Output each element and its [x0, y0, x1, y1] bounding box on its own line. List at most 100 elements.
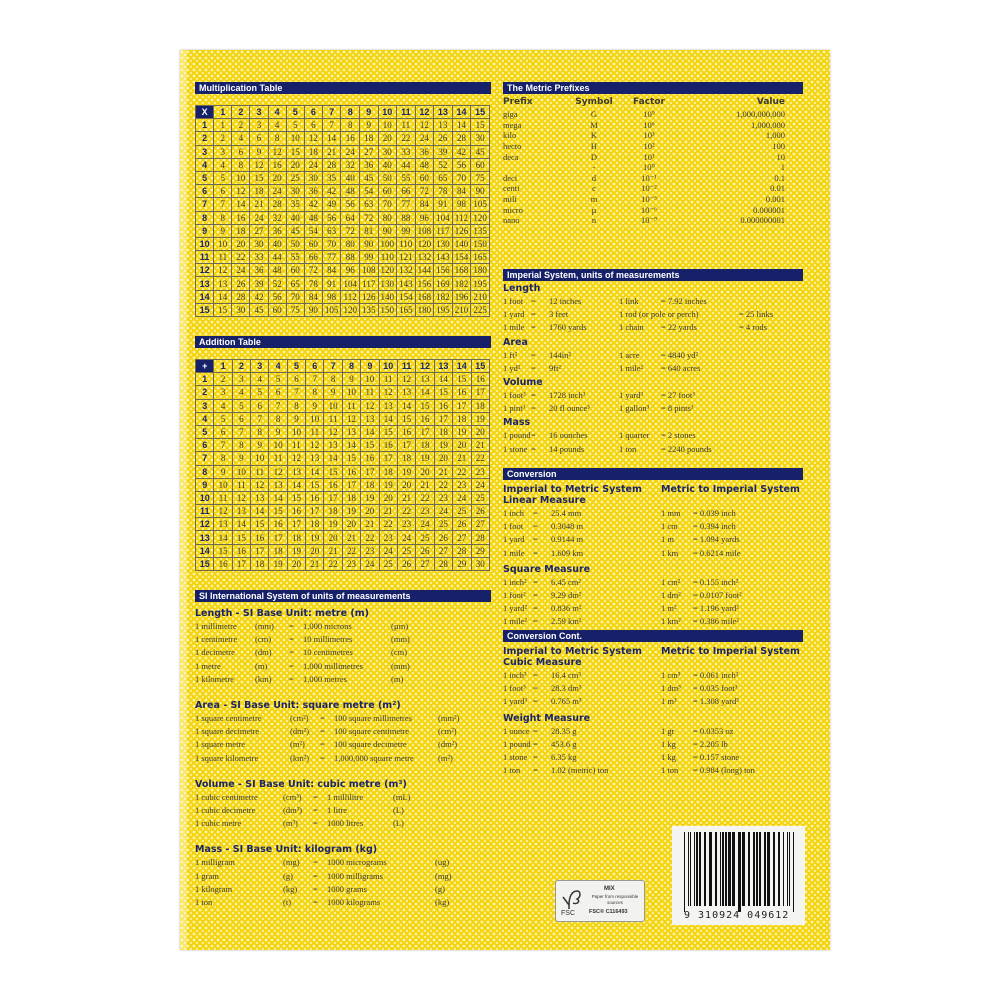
table-cell: 16 [231, 210, 251, 225]
barcode-bar [715, 832, 717, 906]
cell: 1,000 [765, 130, 785, 141]
cell: 1 link [619, 296, 639, 306]
table-cell: 8 [323, 372, 343, 387]
cell: 10⁻¹ [641, 172, 657, 183]
table-row: 10 11 12 13 14 15 16 17 18 19 20 21 22 23 24 25 [194, 490, 490, 506]
cell: 10 centimetres [303, 647, 353, 658]
table-cell: 13 [378, 398, 398, 413]
cell: (cm) [391, 647, 408, 658]
cell: 1 km [661, 547, 679, 558]
table-cell: 99 [358, 250, 379, 265]
table-cell: 4 [250, 372, 270, 387]
table-cell: 20 [377, 131, 398, 146]
cell: 2.59 km² [551, 616, 582, 627]
cell: = 0.155 inch² [693, 576, 739, 587]
table-row: 1 ft² = 144in² 1 acre = 4840 yd² [503, 349, 803, 362]
table-cell: 225 [470, 302, 490, 318]
cell: 1 pint³ [503, 403, 526, 414]
cell: = [531, 403, 536, 414]
table-cell: 22 [396, 131, 416, 146]
table-cell: 17 [415, 424, 435, 440]
cell: mili [503, 193, 517, 204]
table-cell: 8 [340, 118, 360, 133]
row-header: 13 [194, 276, 215, 291]
table-cell: 10 [341, 385, 362, 400]
cell: 1000 grams [327, 883, 367, 894]
cell: 1 yard [503, 534, 525, 545]
table-cell: 45 [358, 170, 379, 186]
table-cell: 120 [340, 302, 360, 318]
row-header: 5 [194, 170, 215, 186]
row-header: 10 [194, 490, 215, 506]
row-header: 15 [194, 302, 215, 318]
cell: 1760 yards [549, 322, 587, 333]
table-cell: 70 [377, 197, 398, 212]
cell: = 2 stones [661, 430, 696, 441]
column-header: 14 [451, 104, 472, 120]
cell [739, 362, 789, 375]
cell: (g) [435, 883, 445, 894]
table-row: 11 11 22 33 44 55 66 77 88 99 110 121 132 143 154 165 [194, 250, 490, 265]
barcode-bar [753, 832, 755, 906]
table-cell: 8 [231, 438, 252, 453]
table-cell: 84 [321, 263, 342, 278]
table-cell: 22 [323, 556, 343, 572]
table-cell: 6 [213, 424, 233, 440]
row-header: 12 [194, 263, 215, 278]
cell: 1,000 millimetres [303, 660, 363, 671]
table-cell: 24 [378, 543, 398, 558]
table-cell: 9 [213, 464, 233, 479]
table-cell: 15 [470, 118, 490, 133]
table-cell: 9 [249, 144, 269, 159]
row-header: 7 [194, 197, 215, 212]
table-cell: 13 [286, 464, 307, 479]
cell: = [533, 547, 538, 558]
barcode-bar [778, 832, 780, 906]
table-cell: 18 [360, 477, 380, 492]
row-header: 11 [194, 250, 215, 265]
cell: = 640 acres [661, 362, 701, 373]
table-cell: 11 [341, 398, 362, 413]
cell: 1 gr [661, 725, 675, 736]
table-cell: 6 [249, 131, 269, 146]
cell: (dm³) [283, 805, 303, 816]
table-cell: 20 [267, 170, 287, 186]
table-row: 12 12 24 36 48 60 72 84 96 108 120 132 144 156 168 180 [194, 263, 490, 278]
conversion-body: Imperial to Metric System Metric to Imper… [503, 484, 803, 629]
cell: (km²) [290, 752, 310, 763]
table-cell: 17 [341, 477, 362, 492]
table-cell: 52 [433, 157, 453, 172]
cell: = [313, 857, 318, 868]
table-cell: 10 [360, 372, 380, 387]
cell: 10 millimetres [303, 634, 353, 645]
table-cell: 17 [231, 556, 252, 572]
table-cell: 12 [303, 131, 323, 146]
cell: = 1.308 yard³ [693, 696, 739, 707]
column-header: 1 [213, 104, 233, 120]
table-cell: 19 [305, 530, 325, 545]
table-cell: 15 [360, 438, 380, 453]
table-cell: 9 [358, 118, 379, 133]
table-cell: 9 [341, 372, 362, 387]
cell: 1 ton [503, 765, 521, 776]
table-cell: 24 [340, 144, 360, 159]
table-cell: 25 [396, 543, 417, 558]
cell: = 0.157 stone [693, 752, 740, 763]
table-cell: 6 [268, 385, 288, 400]
table-cell: 6 [250, 398, 270, 413]
table-cell: 140 [451, 236, 472, 252]
table-cell: 17 [268, 530, 288, 545]
corner-cell: X [194, 104, 215, 120]
cell: (m) [255, 660, 268, 671]
table-row: 5 5 10 15 20 25 30 35 40 45 50 55 60 65 70 75 [194, 170, 490, 186]
table-cell: 26 [470, 504, 490, 519]
cell: = 25 links [739, 309, 774, 320]
column-header: 9 [360, 358, 380, 374]
section-heading: Linear Measure [503, 495, 586, 506]
table-cell: 15 [396, 411, 417, 426]
table-cell: 88 [396, 210, 416, 225]
cell: = 2240 pounds [661, 443, 712, 454]
table-row: 1 ton = 1.02 (metric) ton 1 ton = 0.984 (lon… [503, 764, 803, 777]
cell: 100 square decimetre [334, 739, 407, 750]
cell: 1 kilogram [195, 883, 233, 894]
